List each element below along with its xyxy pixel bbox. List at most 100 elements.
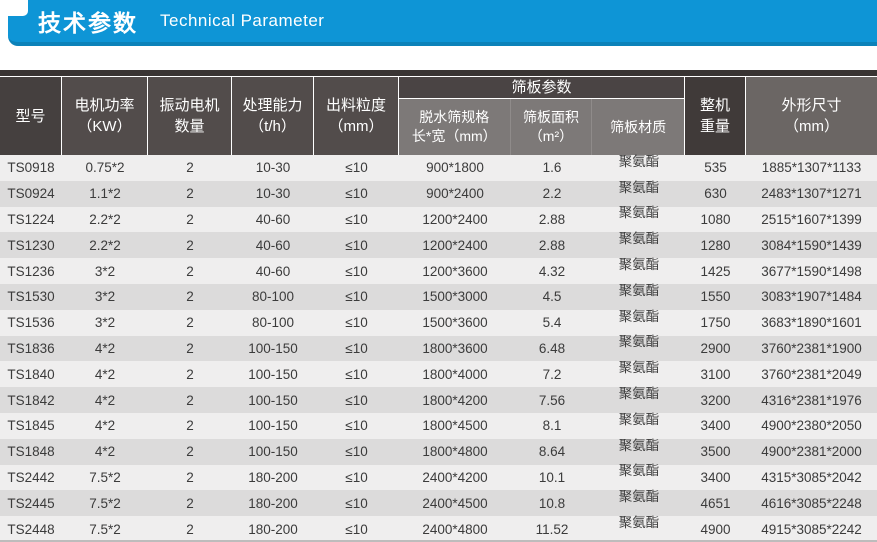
table-cell: 1200*2400 (422, 237, 488, 253)
material-cell: 聚氨酯 (618, 386, 660, 402)
table-cell: 2400*4500 (422, 495, 488, 511)
table-cell: 2.2 (542, 186, 562, 202)
table-cell: 1280 (700, 237, 731, 253)
table-cell: ≤10 (345, 211, 368, 227)
header-cell-dimensions: 外形尺寸 （mm） (746, 77, 877, 155)
table-cell: 1800*4200 (422, 392, 488, 408)
table-cell: ≤10 (345, 418, 368, 434)
table-body: TS0918 0.75*2 2 10-30 ≤10 900*1800 1.6 聚氨酯 535 18… (0, 153, 877, 542)
table-cell: 180-200 (248, 521, 298, 537)
table-row: TS2445 7.5*2 2 180-200 ≤10 2400*4500 10.8 聚氨酯 46… (0, 489, 877, 517)
table-row: TS1236 3*2 2 40-60 ≤10 1200*3600 4.32 聚氨酯 1425 36… (0, 257, 877, 284)
table-cell: TS0924 (7, 186, 55, 202)
table-cell: 3084*1590*1439 (761, 237, 862, 253)
header-cell-screen-area: 筛板面积 （m²） (510, 99, 593, 155)
table-cell: 7.5*2 (89, 521, 121, 537)
table-cell: 2 (186, 495, 194, 511)
table-cell: 900*1800 (426, 160, 484, 176)
table-cell: TS2448 (7, 521, 55, 537)
table-cell: 4900*2380*2050 (761, 418, 862, 434)
table-cell: 4.32 (538, 263, 566, 279)
table-cell: ≤10 (345, 263, 368, 279)
material-cell: 聚氨酯 (618, 489, 660, 505)
title-bar-notch (8, 0, 28, 16)
table-row: TS1840 4*2 2 100-150 ≤10 1800*4000 7.2 聚氨酯 3100 3… (0, 360, 877, 388)
table-cell: 100-150 (248, 366, 298, 382)
table-cell: 1885*1307*1133 (761, 160, 862, 176)
table-row: TS1224 2.2*2 2 40-60 ≤10 1200*2400 2.88 聚氨酯 1080… (0, 205, 877, 233)
table-cell: 10-30 (255, 186, 291, 202)
material-cell: 聚氨酯 (618, 282, 660, 298)
header-group-screen-params: 筛板参数 脱水筛规格 长*宽（mm） 筛板面积 （m²） 筛板材质 (399, 77, 685, 155)
table-cell: 1425 (700, 263, 731, 279)
table-cell: TS0918 (7, 160, 55, 176)
table-cell: ≤10 (345, 495, 368, 511)
header-cell-motor-count: 振动电机 数量 (148, 77, 232, 155)
table-cell: 2.2*2 (89, 211, 121, 227)
table-cell: 2 (186, 418, 194, 434)
page-title: 技术参数 Technical Parameter (38, 0, 324, 42)
table-cell: 2 (186, 289, 194, 305)
table-cell: 2 (186, 160, 194, 176)
table-cell: 4651 (700, 495, 731, 511)
material-cell: 聚氨酯 (618, 257, 660, 273)
table-cell: ≤10 (345, 469, 368, 485)
table-cell: 10.8 (538, 495, 566, 511)
table-cell: 535 (704, 160, 727, 176)
material-cell: 聚氨酯 (618, 179, 660, 195)
table-row: TS1845 4*2 2 100-150 ≤10 1800*4500 8.1 聚氨酯 3400 4… (0, 412, 877, 439)
material-cell: 聚氨酯 (618, 515, 660, 531)
table-cell: ≤10 (345, 237, 368, 253)
table-cell: 10-30 (255, 160, 291, 176)
table-cell: 100-150 (248, 340, 298, 356)
page-title-zh: 技术参数 (38, 10, 138, 36)
header-cell-model: 型号 (0, 77, 62, 155)
table-cell: 1800*4000 (422, 366, 488, 382)
table-row: TS2442 7.5*2 2 180-200 ≤10 2400*4200 10.1 聚氨酯 34… (0, 463, 877, 491)
table-cell: 4915*3085*2242 (761, 521, 862, 537)
table-cell: 2 (186, 366, 194, 382)
table-cell: 100-150 (248, 418, 298, 434)
material-cell: 聚氨酯 (618, 153, 660, 169)
table-cell: 0.75*2 (85, 160, 125, 176)
table-cell: 7.5*2 (89, 495, 121, 511)
table-cell: 1080 (700, 211, 731, 227)
table-bottom-border (0, 540, 877, 542)
table-cell: 3200 (700, 392, 731, 408)
table-cell: 1500*3000 (422, 289, 488, 305)
table-cell: 40-60 (255, 211, 291, 227)
table-cell: TS1236 (7, 263, 55, 279)
table-cell: 2 (186, 340, 194, 356)
table-cell: 3760*2381*1900 (761, 340, 862, 356)
table-cell: 40-60 (255, 237, 291, 253)
header-subrow: 脱水筛规格 长*宽（mm） 筛板面积 （m²） 筛板材质 (399, 99, 684, 155)
table-cell: 1750 (700, 315, 731, 331)
table-cell: ≤10 (345, 160, 368, 176)
table-cell: 3400 (700, 418, 731, 434)
table-cell: 3677*1590*1498 (761, 263, 862, 279)
table-cell: 2.88 (538, 237, 566, 253)
table-cell: 7.2 (542, 366, 562, 382)
table-cell: 4900 (700, 521, 731, 537)
table-cell: 180-200 (248, 469, 298, 485)
table-cell: 900*2400 (426, 186, 484, 202)
material-cell: 聚氨酯 (618, 334, 660, 350)
table-cell: TS1530 (7, 289, 55, 305)
page-title-en: Technical Parameter (160, 11, 325, 30)
table-cell: 2 (186, 211, 194, 227)
material-cell: 聚氨酯 (618, 205, 660, 221)
material-cell: 聚氨酯 (618, 463, 660, 479)
table-cell: 1200*3600 (422, 263, 488, 279)
table-cell: ≤10 (345, 521, 368, 537)
technical-parameter-table: 型号 电机功率 （KW） 振动电机 数量 处理能力 （t/h） 出料粒度 （mm… (0, 70, 877, 542)
table-cell: 1500*3600 (422, 315, 488, 331)
table-row: TS1836 4*2 2 100-150 ≤10 1800*3600 6.48 聚氨酯 2900… (0, 334, 877, 362)
table-cell: ≤10 (345, 366, 368, 382)
table-cell: 11.52 (535, 521, 569, 537)
table-cell: ≤10 (345, 289, 368, 305)
table-row: TS1230 2.2*2 2 40-60 ≤10 1200*2400 2.88 聚氨酯 1280… (0, 231, 877, 259)
material-cell: 聚氨酯 (618, 360, 660, 376)
table-cell: TS1224 (7, 211, 55, 227)
table-cell: 4.5 (542, 289, 562, 305)
